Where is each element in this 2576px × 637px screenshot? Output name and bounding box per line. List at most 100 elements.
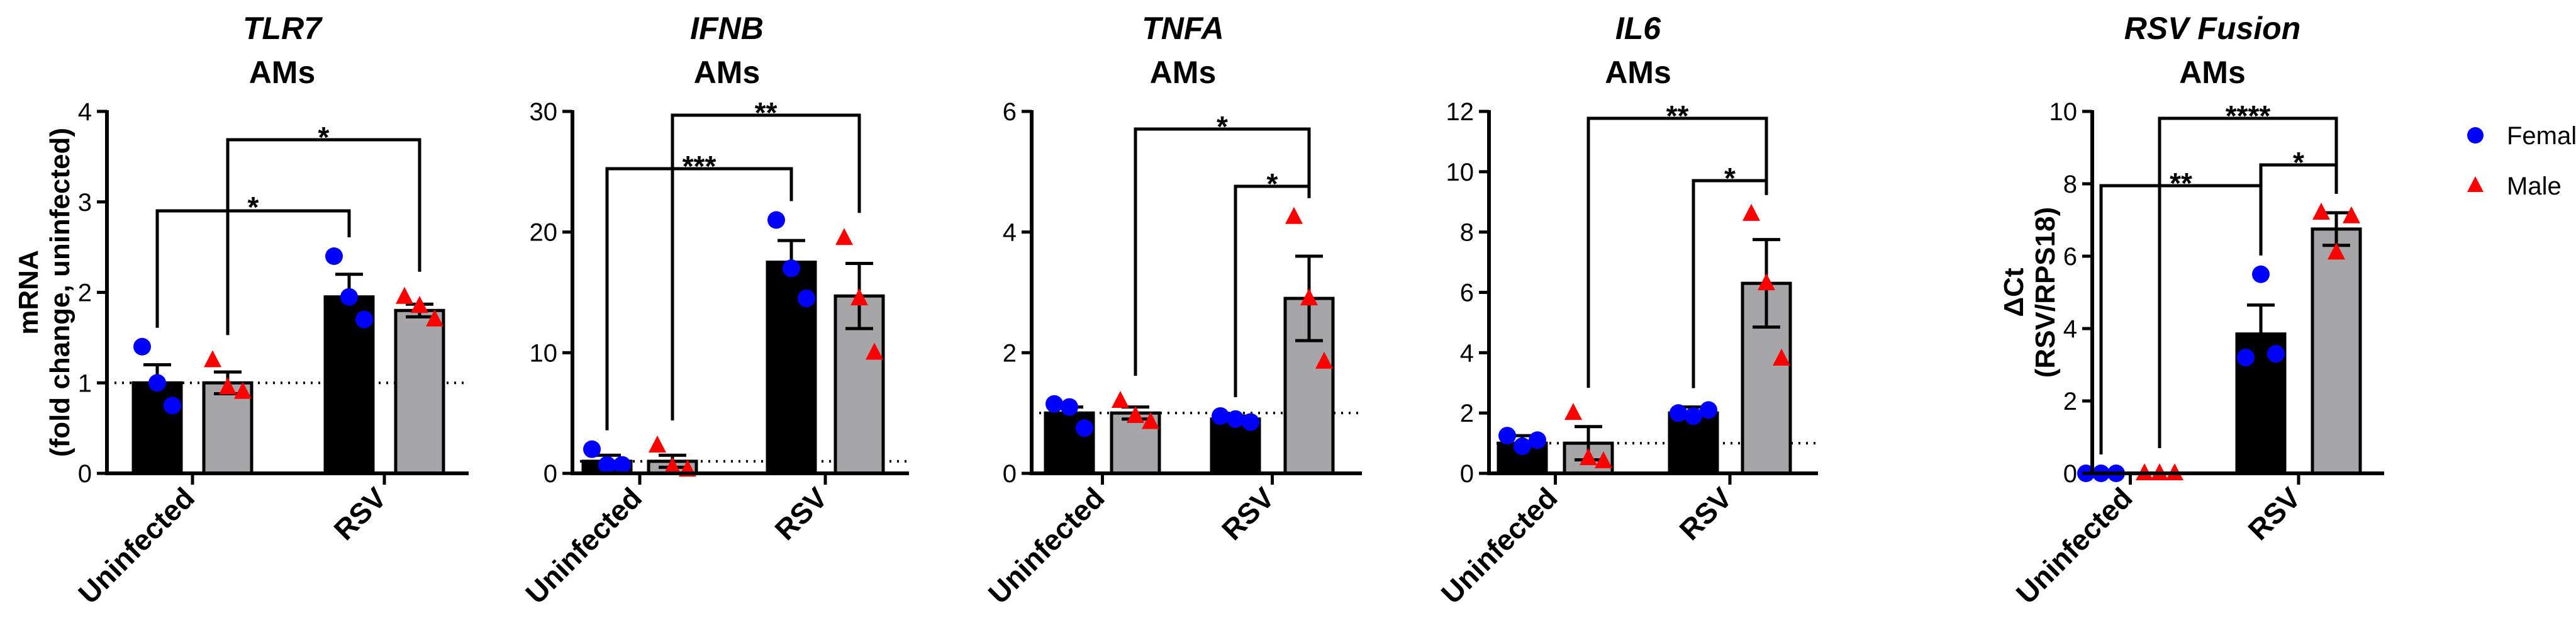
significance-bracket	[2259, 163, 2338, 256]
significance-label: *	[1724, 162, 1736, 194]
data-point-female	[2267, 345, 2285, 363]
y-tick-label: 2	[78, 279, 92, 307]
y-tick-label: 6	[1460, 279, 1474, 307]
x-tick-label: RSV	[2241, 481, 2307, 546]
y-tick-label: 2	[2063, 388, 2077, 415]
data-point-female	[2252, 265, 2270, 283]
data-point-female	[1227, 410, 1244, 428]
y-tick-label: 6	[2063, 243, 2077, 271]
y-tick-label: 20	[530, 219, 558, 247]
data-point-male	[1300, 288, 1318, 306]
data-point-male	[1773, 348, 1790, 366]
legend-label-male: Male	[2507, 172, 2562, 200]
significance-label: *	[248, 191, 259, 223]
significance-bracket	[671, 113, 861, 420]
data-point-female	[1076, 419, 1093, 437]
y-axis-label: mRNA(fold change, uninfected)	[13, 128, 75, 457]
significance-bracket	[1134, 127, 1311, 376]
significance-label: *	[318, 121, 330, 154]
data-point-male	[1315, 351, 1333, 369]
y-axis-label-line: ΔCt	[1999, 268, 2029, 317]
significance-bracket	[1586, 116, 1768, 388]
data-point-female	[767, 211, 785, 229]
panel-tlr7: TLR7 AMs 0 1 2 3 4 Uninfected RSV mRNA(fold chang…	[13, 11, 469, 610]
data-point-female	[164, 397, 181, 415]
data-point-male	[204, 350, 221, 368]
y-tick-label: 8	[2063, 171, 2077, 198]
data-point-male	[1142, 412, 1159, 429]
x-tick-label: RSV	[1215, 481, 1281, 546]
significance-label: ****	[2226, 99, 2271, 132]
data-point-female	[583, 440, 601, 458]
y-tick-label: 6	[1003, 98, 1017, 126]
y-axis-label-line: (RSV/RPS18)	[2030, 207, 2061, 378]
data-point-male	[1580, 448, 1597, 466]
y-axis-label-line: (fold change, uninfected)	[45, 128, 75, 457]
y-tick-label: 4	[2063, 315, 2077, 343]
x-tick-label: Uninfected	[1435, 481, 1564, 610]
data-point-female	[148, 374, 166, 392]
chart-subtitle: AMs	[1605, 55, 1671, 90]
data-point-female	[1045, 395, 1063, 413]
y-tick-label: 0	[1003, 460, 1017, 488]
data-point-male	[2343, 206, 2360, 223]
data-point-male	[850, 288, 868, 306]
data-point-male	[1595, 451, 1612, 468]
y-tick-label: 0	[78, 460, 92, 488]
data-point-female	[1212, 407, 1229, 425]
significance-label: **	[755, 96, 778, 129]
significance-bracket	[1234, 184, 1311, 397]
data-point-female	[1514, 437, 1531, 455]
y-tick-label: 4	[78, 98, 92, 126]
chart-title: RSV Fusion	[2124, 11, 2301, 46]
data-point-female	[355, 310, 373, 329]
chart-subtitle: AMs	[249, 55, 316, 90]
data-point-male	[866, 342, 883, 360]
significance-label: **	[1666, 99, 1689, 132]
significance-bracket	[226, 138, 421, 335]
y-axis-label-line: mRNA	[13, 250, 44, 334]
data-point-male	[219, 377, 237, 395]
legend-label-female: Female	[2507, 122, 2576, 150]
chart-title: TLR7	[243, 11, 323, 46]
data-point-female	[598, 456, 616, 474]
chart-title: IL6	[1615, 11, 1661, 46]
x-tick-label: Uninfected	[2010, 481, 2139, 610]
data-point-male	[649, 435, 666, 453]
x-tick-label: Uninfected	[519, 481, 648, 610]
x-tick-label: RSV	[327, 481, 393, 546]
data-point-male	[2328, 242, 2345, 260]
significance-label: **	[2170, 167, 2192, 200]
data-point-female	[325, 247, 343, 265]
data-point-female	[1529, 431, 1546, 449]
data-point-male	[1127, 405, 1144, 423]
y-tick-label: 4	[1460, 339, 1474, 367]
legend: Female Male	[2467, 122, 2576, 200]
data-point-female	[340, 288, 358, 306]
data-point-female	[613, 456, 631, 474]
data-point-male	[411, 296, 428, 313]
y-tick-label: 10	[530, 339, 558, 367]
y-tick-label: 8	[1460, 219, 1474, 247]
significance-label: *	[2293, 146, 2304, 179]
y-tick-label: 30	[530, 98, 558, 126]
significance-bracket	[1692, 179, 1768, 388]
chart-subtitle: AMs	[694, 55, 761, 90]
data-point-male	[1285, 206, 1303, 224]
data-point-female	[1670, 404, 1687, 422]
data-point-male	[426, 309, 443, 327]
data-point-male	[664, 457, 681, 475]
data-point-female	[1685, 407, 1702, 425]
chart-title: TNFA	[1142, 11, 1224, 46]
x-tick-label: RSV	[1673, 481, 1738, 546]
significance-bracket	[155, 209, 351, 328]
significance-bracket	[605, 167, 793, 431]
panel-rsv-fusion: RSV Fusion AMs 0 2 4 6 8 10 Uninfected RSV ΔCt(RSV…	[1999, 11, 2384, 610]
data-point-female	[133, 337, 151, 356]
data-point-female	[1242, 413, 1259, 431]
y-tick-label: 4	[1003, 219, 1017, 247]
y-tick-label: 0	[544, 460, 557, 488]
data-point-female	[2237, 349, 2255, 366]
